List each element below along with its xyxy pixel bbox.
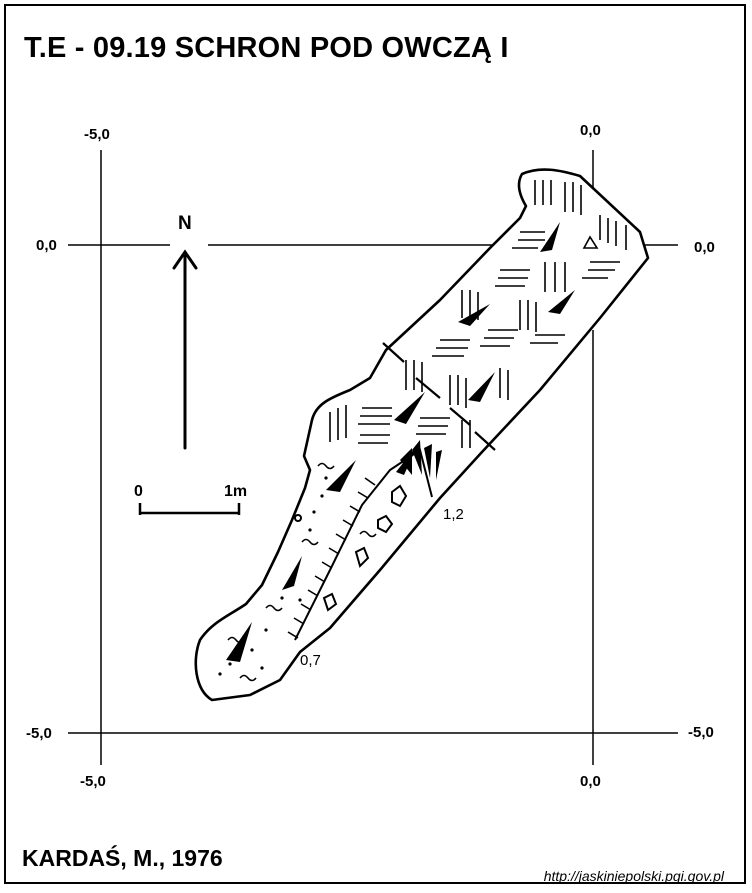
author-credit: KARDAŚ, M., 1976	[22, 845, 223, 871]
grid-label-right-lower: -5,0	[688, 724, 714, 741]
grid-label-bottom-left: -5,0	[80, 773, 106, 790]
grid-label-left-upper: 0,0	[36, 237, 57, 254]
grid-label-bottom-right: 0,0	[580, 773, 601, 790]
scale-bar	[138, 503, 241, 515]
entrance-spikes	[400, 440, 442, 480]
sediment-symbols	[227, 462, 377, 682]
north-label: N	[178, 213, 192, 234]
rubble-ticks	[287, 477, 376, 639]
map-title: T.E - 09.19 SCHRON POD OWCZĄ I	[24, 32, 509, 64]
source-url: http://jaskiniepolski.pgi.gov.pl	[543, 868, 724, 884]
grid-label-top-right: 0,0	[580, 122, 601, 139]
gravel-dots	[218, 476, 328, 676]
north-arrow-icon	[172, 249, 198, 450]
grid-label-top-left: -5,0	[84, 126, 110, 143]
grid-label-right-upper: 0,0	[694, 239, 715, 256]
height-label-lower: 0,7	[300, 652, 321, 669]
map-frame	[4, 4, 746, 884]
grid-label-left-lower: -5,0	[26, 725, 52, 742]
scale-bar-end: 1m	[224, 483, 248, 500]
grid-lines	[68, 150, 678, 765]
scale-bar-start: 0	[134, 483, 143, 500]
boulder-symbols	[294, 484, 408, 612]
survey-point-icon	[582, 235, 599, 249]
height-label-entrance: 1,2	[443, 506, 464, 523]
section-marks	[382, 342, 496, 451]
